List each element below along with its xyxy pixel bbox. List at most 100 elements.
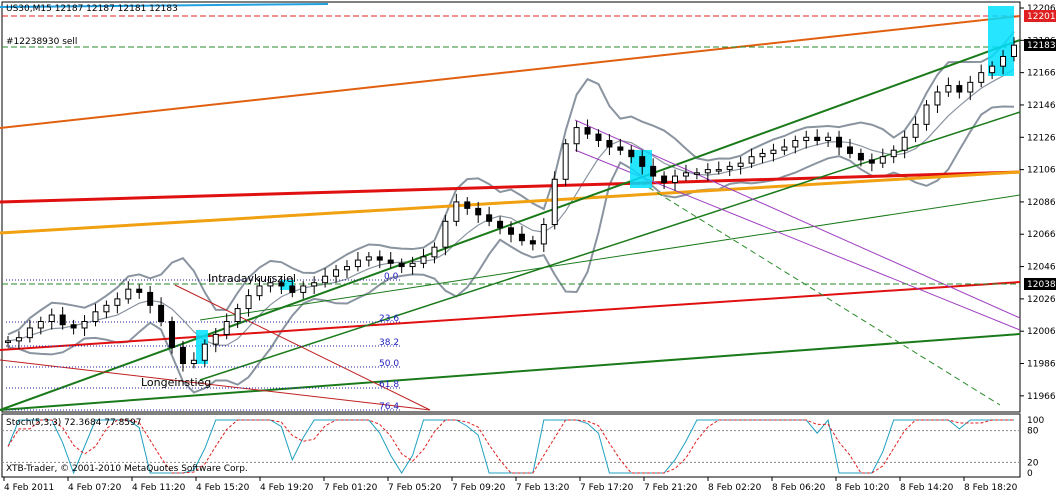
candle-body [420, 256, 427, 264]
candle-body [923, 104, 930, 125]
y-tick-label: 11966 [1027, 392, 1056, 402]
x-tick-label: 7 Feb 17:20 [580, 483, 634, 493]
stoch-main-line [7, 418, 1014, 475]
y-tick-label: 12006 [1027, 327, 1056, 337]
candle-body [497, 220, 504, 229]
candle-body [398, 262, 405, 268]
fib-level-label: 23.6 [379, 314, 399, 324]
candle-body [617, 146, 624, 151]
candle-body [300, 285, 307, 293]
candle-body [967, 81, 974, 93]
candle-body [956, 85, 963, 93]
candle-body [825, 136, 832, 142]
candle-body [26, 327, 33, 339]
trend-line-green-mid [199, 111, 1021, 381]
candle-body [606, 140, 613, 148]
fib-diagonal [174, 284, 431, 411]
candle-body [409, 262, 416, 268]
candle-body [934, 91, 941, 106]
candle-body [912, 123, 919, 138]
y-tick-label: 12126 [1027, 133, 1056, 143]
candle-body [81, 321, 88, 329]
x-tick-label: 8 Feb 18:20 [964, 483, 1018, 493]
candle-body [158, 304, 165, 323]
candle-body [311, 282, 318, 287]
trend-line-orange [0, 15, 1021, 129]
fib-level-label: 61.8 [379, 380, 399, 390]
candle-body [704, 169, 711, 174]
trend-line-green-steep [0, 39, 1021, 411]
fib-level-label: 50.0 [379, 359, 399, 369]
candle-body [59, 314, 66, 326]
candle-body [792, 140, 799, 148]
candle-body [682, 172, 689, 177]
fib-level-label: 0.0 [384, 272, 399, 282]
channel-line-upper [574, 119, 1021, 319]
price-badge-upper-bg [1024, 10, 1056, 22]
price-badge-current-bg [1024, 39, 1056, 51]
price-badge-upper: 12201 [1027, 12, 1056, 22]
bollinger-middle [7, 68, 1015, 346]
dashed-projection [639, 181, 1001, 406]
candle-body [879, 156, 886, 164]
candle-body [48, 314, 55, 323]
candle-body [431, 246, 438, 258]
x-tick-label: 4 Feb 19:20 [260, 483, 314, 493]
y-tick-label: 11986 [1027, 360, 1056, 370]
y-tick-label: 12166 [1027, 69, 1056, 79]
y-tick-label: 12106 [1027, 166, 1056, 176]
candle-body [672, 175, 679, 184]
candle-body [650, 165, 657, 177]
copyright-label: XTB-Trader, © 2001-2010 MetaQuotes Softw… [6, 464, 248, 474]
candle-body [92, 311, 99, 323]
long-entry-label: Longeinstieg [141, 376, 212, 389]
candle-body [562, 143, 569, 180]
order-label: #12238930 sell [6, 37, 78, 47]
x-tick-label: 7 Feb 13:20 [516, 483, 570, 493]
candle-body [989, 65, 996, 74]
price-badge-lower-bg [1024, 278, 1056, 290]
candle-body [256, 285, 263, 297]
x-tick-label: 8 Feb 06:20 [772, 483, 826, 493]
candle-body [5, 340, 11, 343]
y-tick-label: 12066 [1027, 230, 1056, 240]
stoch-tick-label: 0 [1027, 469, 1033, 479]
candle-body [278, 282, 285, 287]
candle-body [1011, 44, 1017, 57]
candle-body [169, 321, 176, 348]
candle-body [147, 291, 154, 306]
candle-body [759, 152, 766, 158]
symbol-header: US30,M15 12187 12187 12181 12183 [6, 4, 178, 14]
candle-body [354, 259, 361, 268]
candle-body [453, 201, 460, 222]
candle-body [693, 172, 700, 175]
candle-body [628, 149, 635, 158]
top-blue-line [0, 3, 329, 8]
y-tick-label: 12086 [1027, 198, 1056, 208]
candle-body [442, 220, 449, 248]
candle-body [890, 149, 897, 158]
x-tick-label: 7 Feb 21:20 [644, 483, 698, 493]
stoch-signal-line [7, 419, 1014, 474]
candle-body [846, 146, 853, 154]
candle-body [978, 72, 985, 83]
candle-body [595, 133, 602, 142]
candle-body [551, 178, 558, 226]
candle-body [737, 162, 744, 167]
trend-line-green-lower [0, 333, 1021, 411]
fib-level-label: 38.2 [379, 338, 399, 348]
candle-body [639, 156, 646, 167]
candle-body [726, 165, 733, 171]
candle-body [857, 152, 864, 161]
candle-body [376, 256, 383, 261]
candle-body [234, 308, 241, 323]
stoch-tick-label: 100 [1027, 416, 1044, 426]
intraday-target-label: Intradaykursziel [208, 272, 296, 285]
price-badge-lower: 12038 [1027, 280, 1056, 290]
candle-body [333, 269, 340, 277]
x-tick-label: 8 Feb 10:20 [836, 483, 890, 493]
candle-body [114, 298, 121, 306]
y-tick-label: 12146 [1027, 101, 1056, 111]
